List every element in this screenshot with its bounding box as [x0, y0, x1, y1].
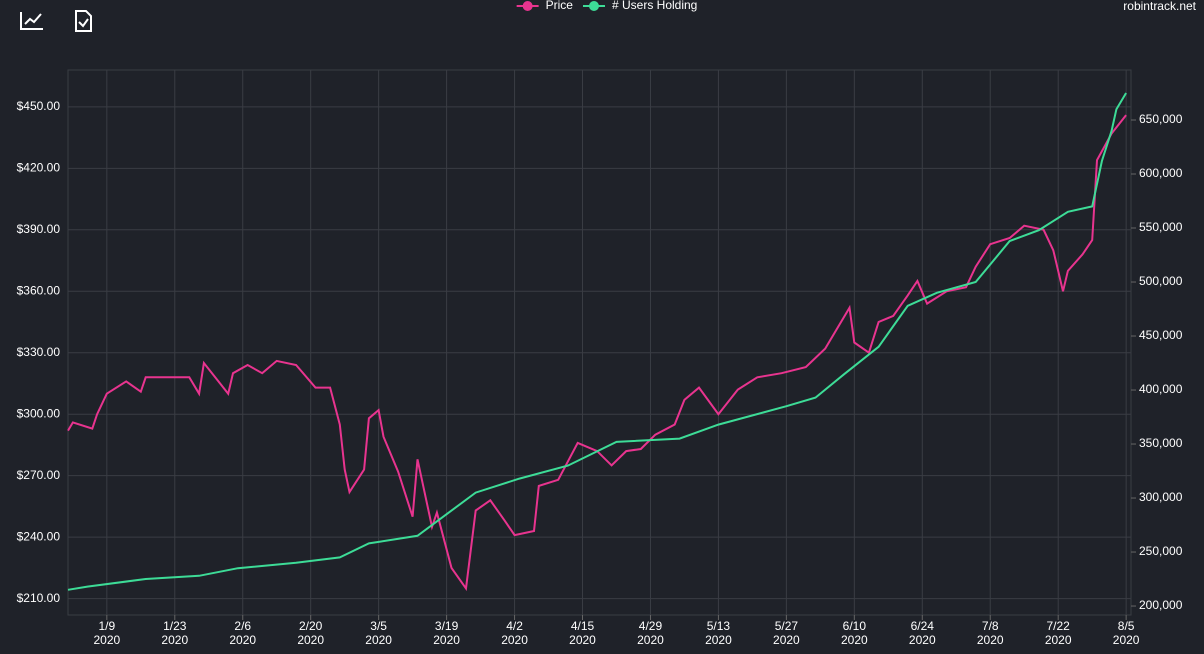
x-tick-label: 1/9 2020 — [93, 619, 120, 647]
x-tick-label: 7/22 2020 — [1045, 619, 1072, 647]
y-tick-label: $390.00 — [17, 222, 61, 236]
y2-tick-label: 250,000 — [1139, 544, 1183, 558]
chart-icon-line — [24, 13, 42, 25]
x-tick-label: 6/24 2020 — [909, 619, 936, 647]
y-tick-label: $210.00 — [17, 591, 61, 605]
x-tick-label: 6/10 2020 — [841, 619, 868, 647]
y-tick-label: $300.00 — [17, 406, 61, 420]
x-tick-label: 2/6 2020 — [229, 619, 256, 647]
x-tick-label: 8/5 2020 — [1113, 619, 1140, 647]
y2-tick-label: 350,000 — [1139, 436, 1183, 450]
y-tick-label: $330.00 — [17, 345, 61, 359]
series-line — [67, 92, 1127, 591]
report-icon[interactable] — [75, 10, 92, 32]
chart-icon[interactable] — [20, 12, 43, 30]
site-name: robintrack.net — [1123, 0, 1196, 13]
y2-tick-label: 650,000 — [1139, 112, 1183, 126]
x-tick-label: 3/19 2020 — [433, 619, 460, 647]
legend-label: Price — [546, 0, 574, 12]
y2-tick-label: 500,000 — [1139, 274, 1183, 288]
plot-border — [67, 69, 1132, 616]
x-tick-label: 2/20 2020 — [297, 619, 324, 647]
y-tick-label: $270.00 — [17, 468, 61, 482]
x-tick-label: 4/2 2020 — [501, 619, 528, 647]
y2-tick-label: 300,000 — [1139, 490, 1183, 504]
y-tick-label: $450.00 — [17, 99, 61, 113]
x-tick-label: 7/8 2020 — [977, 619, 1004, 647]
y2-tick-label: 600,000 — [1139, 166, 1183, 180]
y-tick-label: $420.00 — [17, 161, 61, 175]
legend-label: # Users Holding — [612, 0, 697, 12]
chart-icon-axes — [20, 12, 43, 30]
x-tick-label: 4/29 2020 — [637, 619, 664, 647]
y2-tick-label: 400,000 — [1139, 382, 1183, 396]
x-tick-label: 5/27 2020 — [773, 619, 800, 647]
report-icon-check — [78, 18, 89, 28]
y-tick-label: $360.00 — [17, 283, 61, 297]
y2-tick-label: 550,000 — [1139, 220, 1183, 234]
report-icon-page — [75, 10, 92, 32]
x-tick-label: 4/15 2020 — [569, 619, 596, 647]
x-tick-label: 1/23 2020 — [161, 619, 188, 647]
y2-tick-label: 200,000 — [1139, 598, 1183, 612]
y2-tick-label: 450,000 — [1139, 328, 1183, 342]
x-tick-label: 3/5 2020 — [365, 619, 392, 647]
y-tick-label: $240.00 — [17, 529, 61, 543]
legend-marker — [522, 1, 533, 11]
x-tick-label: 5/13 2020 — [705, 619, 732, 647]
legend: Price # Users Holding — [516, 0, 697, 12]
legend-marker — [588, 1, 599, 11]
